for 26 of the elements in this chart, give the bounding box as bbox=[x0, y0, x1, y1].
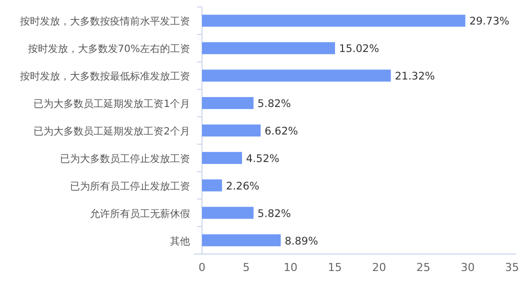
data-label: 5.82% bbox=[258, 98, 291, 110]
y-tick-label: 已为所有员工停止发放工资 bbox=[70, 180, 190, 192]
x-tick-label: 20 bbox=[372, 261, 386, 274]
data-label: 29.73% bbox=[469, 16, 510, 28]
data-label: 5.82% bbox=[258, 208, 291, 220]
y-tick-label: 其他 bbox=[170, 235, 190, 248]
data-label: 2.26% bbox=[226, 180, 260, 192]
data-label: 21.32% bbox=[394, 70, 435, 83]
x-tick-label: 5 bbox=[242, 261, 250, 274]
data-label: 4.52% bbox=[246, 152, 280, 165]
x-tick-label: 25 bbox=[416, 261, 430, 274]
y-tick-label: 按时发放，大多数按最低标准发放工资 bbox=[20, 70, 190, 83]
x-tick-label: 0 bbox=[198, 261, 206, 274]
y-tick-label: 已为大多数员工停止发放工资 bbox=[60, 152, 190, 165]
x-tick-label: 30 bbox=[460, 261, 475, 274]
y-tick-label: 按时发放，大多数发70%左右的工资 bbox=[28, 43, 190, 56]
x-tick-label: 35 bbox=[505, 261, 519, 274]
y-tick-label: 按时发放，大多数按疫情前水平发工资 bbox=[20, 16, 190, 28]
data-label: 8.89% bbox=[284, 235, 318, 248]
data-label: 6.62% bbox=[264, 126, 298, 138]
x-tick-label: 10 bbox=[284, 261, 298, 274]
y-tick-label: 允许所有员工无薪休假 bbox=[90, 208, 190, 220]
y-tick-label: 已为大多数员工延期发放工资1个月 bbox=[34, 98, 190, 110]
x-tick-label: 15 bbox=[328, 261, 342, 274]
data-label: 15.02% bbox=[339, 43, 380, 56]
y-tick-label: 已为大多数员工延期发放工资2个月 bbox=[34, 126, 190, 138]
